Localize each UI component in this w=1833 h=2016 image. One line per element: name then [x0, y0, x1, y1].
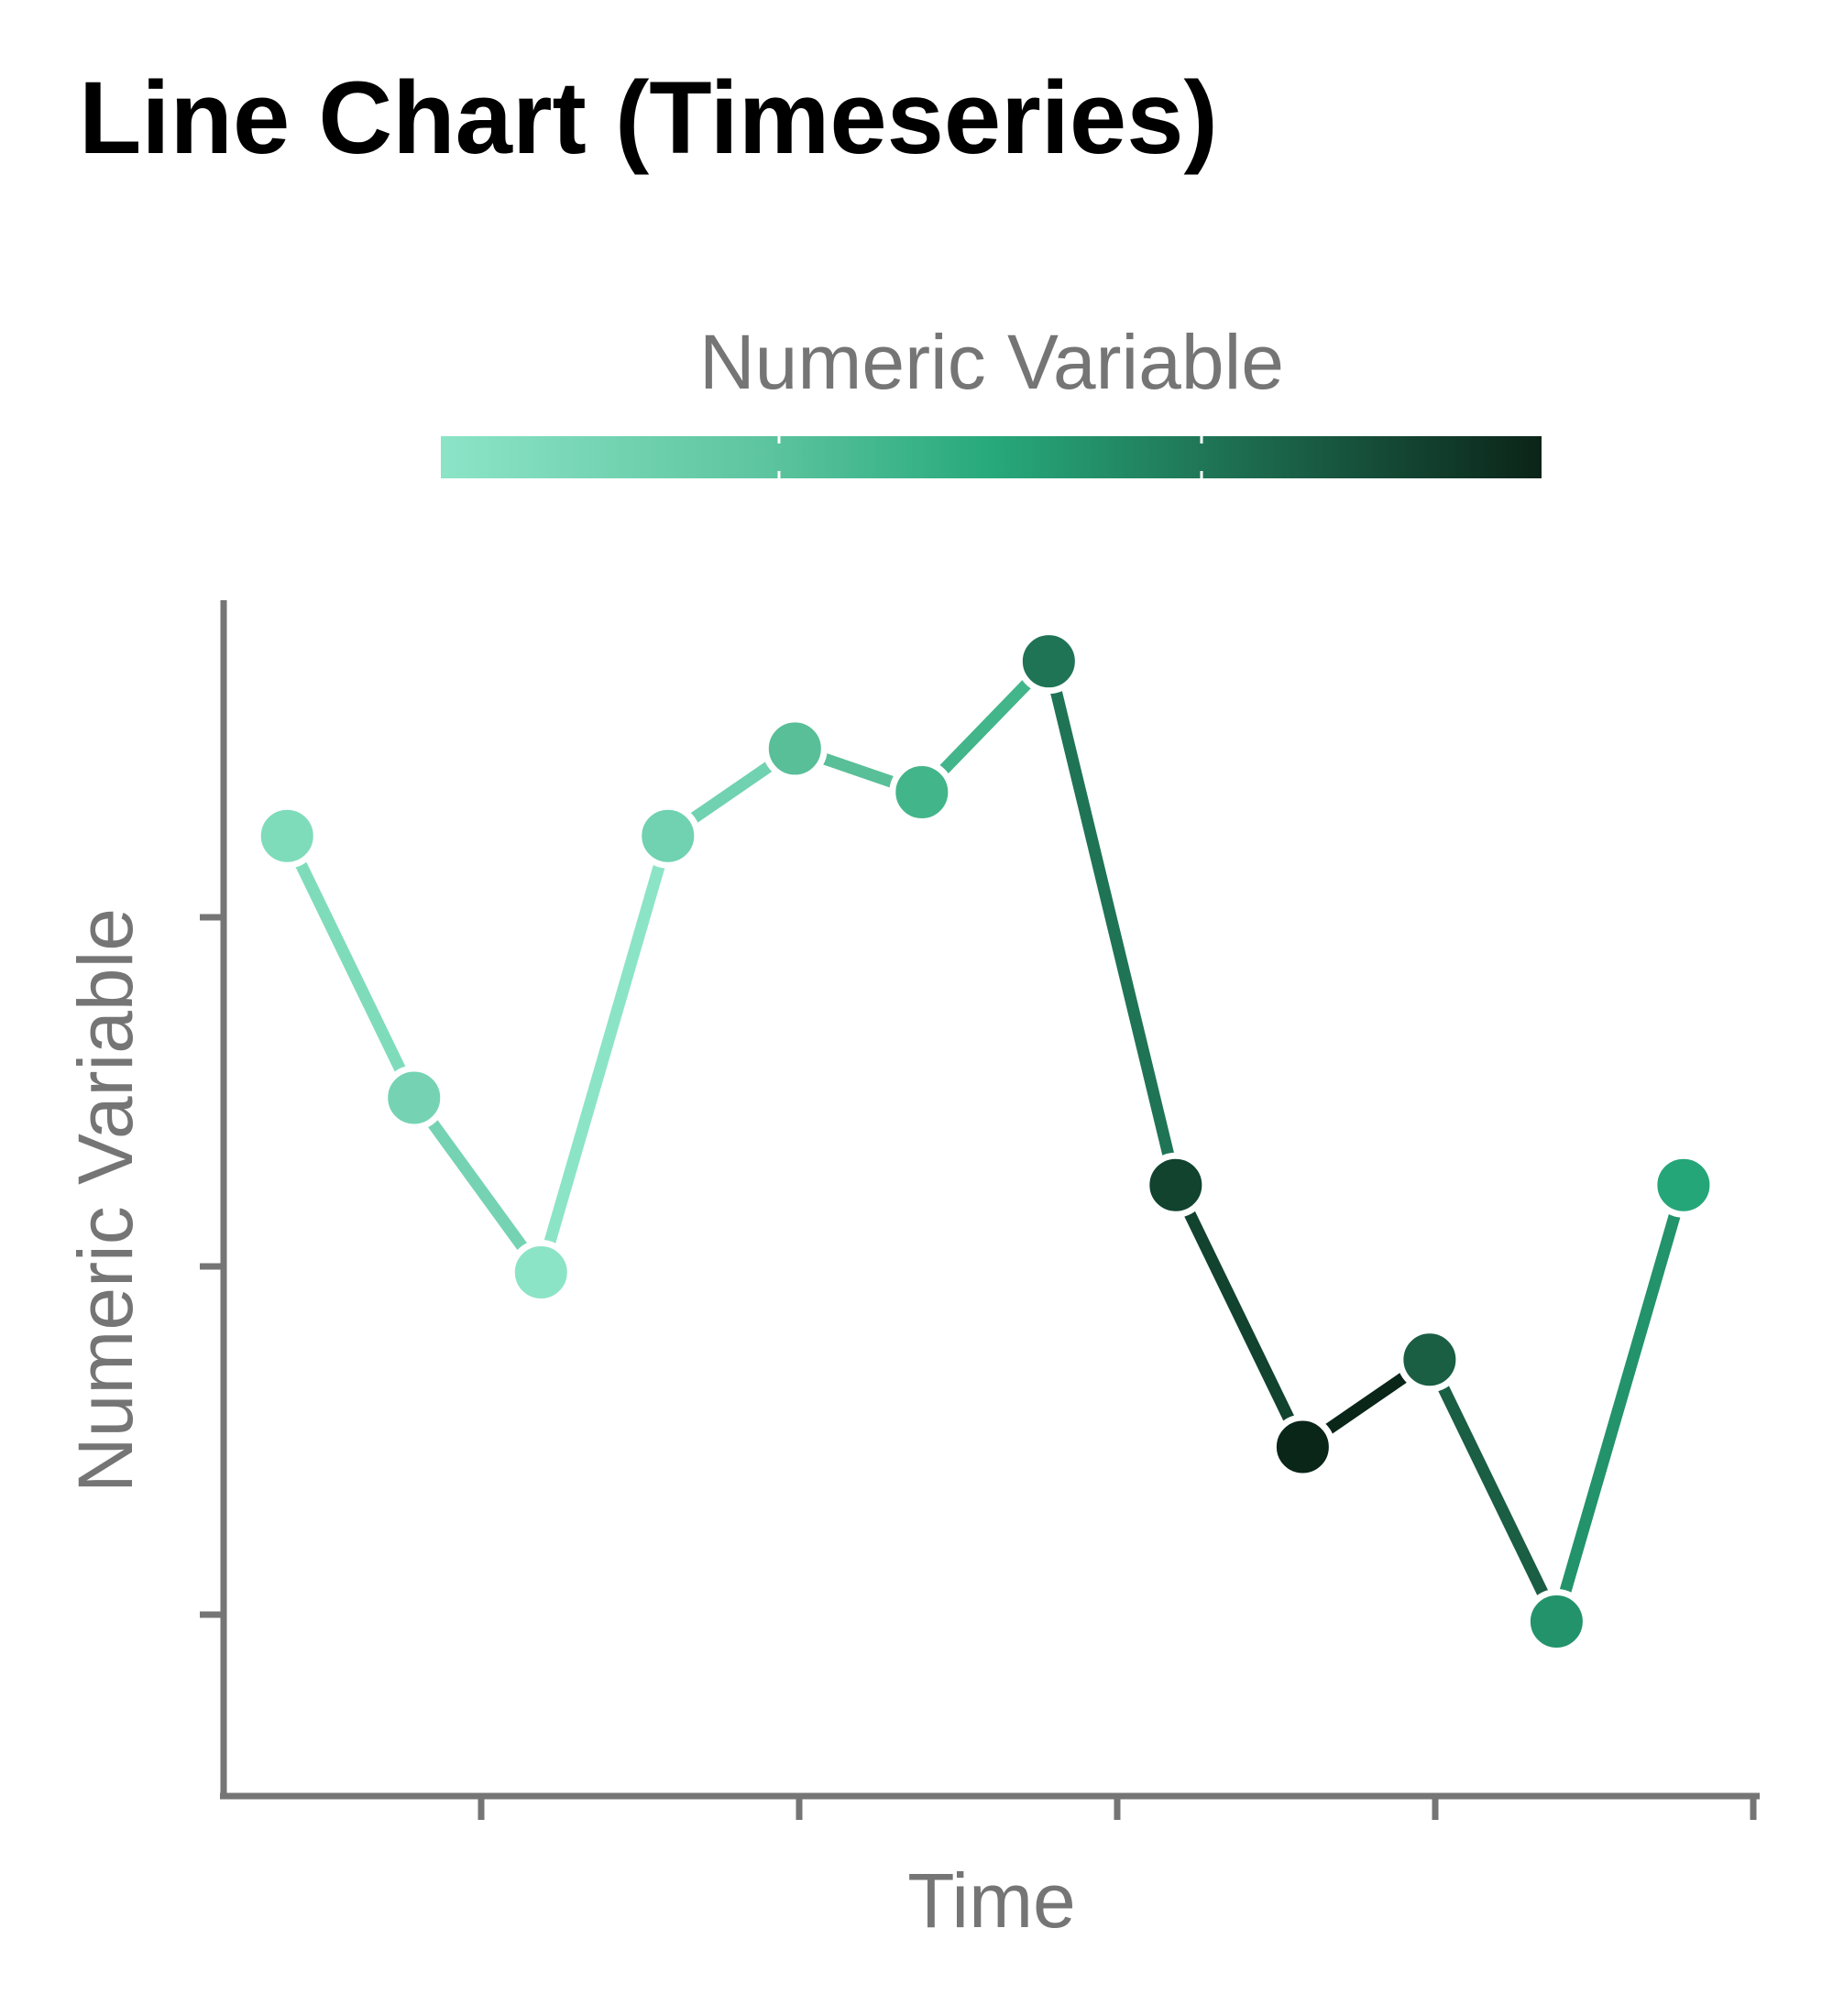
line-segment	[1043, 660, 1182, 1187]
line-segment	[1424, 1356, 1563, 1625]
legend: Numeric Variable	[441, 319, 1542, 478]
data-point	[1523, 1588, 1589, 1654]
line-segment	[535, 834, 675, 1275]
line-segment	[281, 833, 420, 1101]
data-point	[508, 1239, 574, 1305]
data-point	[1651, 1152, 1717, 1218]
axes: Time Numeric Variable	[62, 600, 1760, 1944]
data-point	[1143, 1152, 1209, 1218]
data-point	[1397, 1327, 1463, 1393]
x-axis-label: Time	[907, 1857, 1076, 1944]
data-point	[889, 760, 955, 826]
data-point	[762, 716, 828, 782]
data-point	[254, 803, 320, 869]
chart-title: Line Chart (Timeseries)	[79, 60, 1218, 175]
legend-title: Numeric Variable	[699, 319, 1284, 405]
data-point	[635, 803, 701, 869]
line-segment	[1551, 1183, 1690, 1624]
y-axis-label: Numeric Variable	[62, 908, 148, 1493]
line-segment	[409, 1094, 546, 1276]
data-point	[381, 1065, 447, 1131]
data-point	[1015, 629, 1081, 695]
data-point	[1269, 1414, 1335, 1480]
series-line	[281, 657, 1690, 1625]
line-segment	[1169, 1182, 1309, 1450]
legend-colorbar	[441, 436, 1542, 478]
series-points	[254, 629, 1717, 1654]
